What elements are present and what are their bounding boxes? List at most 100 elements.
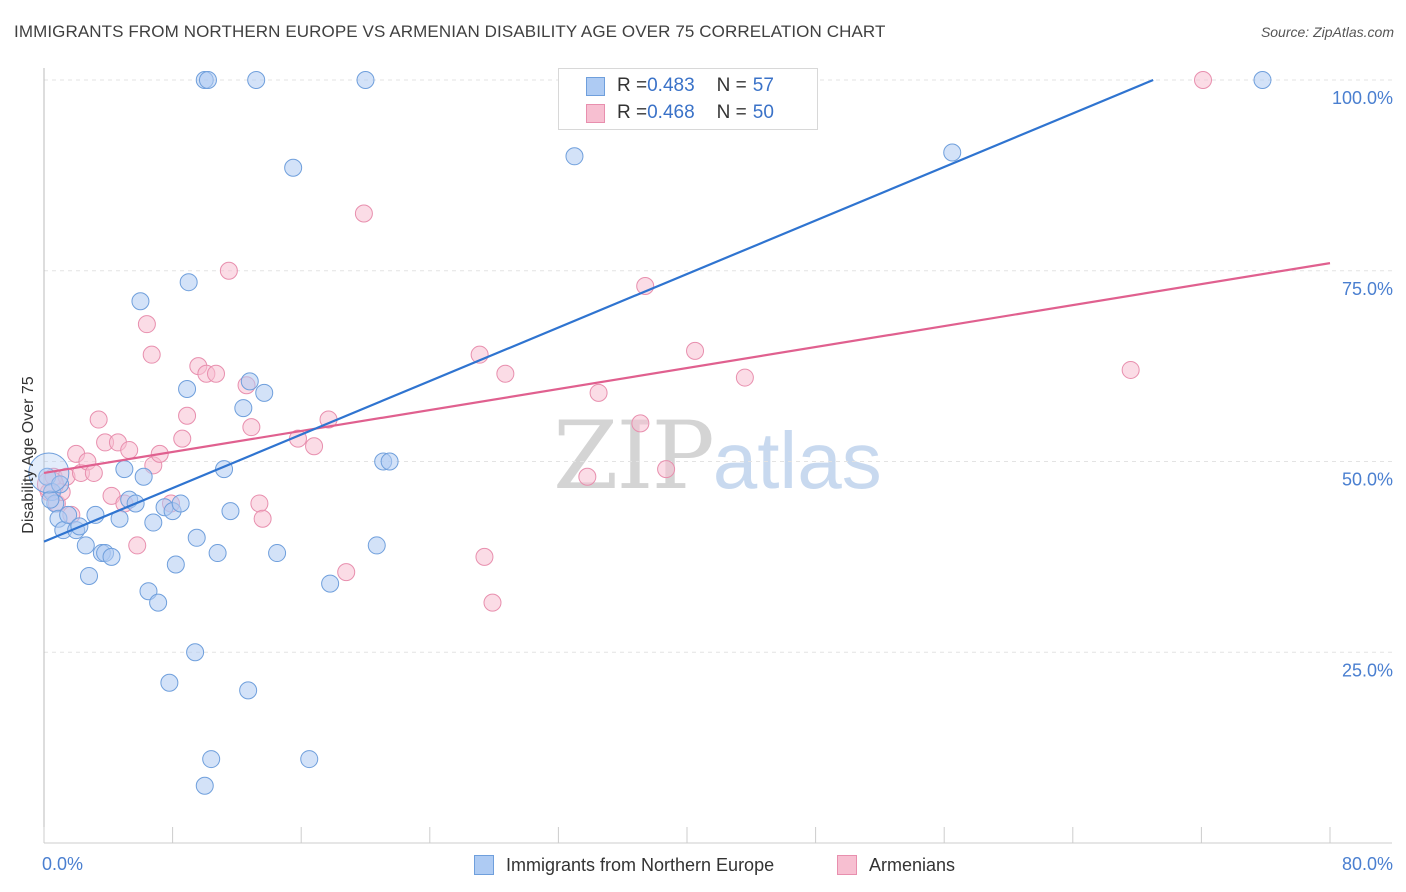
data-point-northern-europe — [356, 71, 375, 89]
legend-label-northern-europe: Immigrants from Northern Europe — [506, 854, 775, 875]
data-point-northern-europe — [268, 544, 287, 563]
legend-label-armenians: Armenians — [869, 854, 956, 875]
legend-r-value: 0.468 — [647, 102, 695, 123]
data-point-northern-europe — [234, 399, 253, 418]
chart-title: IMMIGRANTS FROM NORTHERN EUROPE VS ARMEN… — [14, 22, 886, 41]
data-point-northern-europe — [59, 505, 78, 524]
data-point-northern-europe — [221, 502, 240, 521]
data-point-northern-europe — [149, 593, 168, 612]
data-point-armenians — [686, 341, 705, 360]
data-point-armenians — [735, 368, 754, 387]
data-point-armenians — [1121, 360, 1140, 379]
data-point-northern-europe — [195, 776, 214, 795]
data-point-northern-europe — [300, 750, 319, 769]
data-point-armenians — [631, 414, 650, 433]
data-point-northern-europe — [239, 681, 258, 700]
data-point-northern-europe — [76, 536, 95, 555]
x-tick-label: 0.0% — [42, 854, 83, 874]
data-point-armenians — [128, 536, 147, 555]
data-point-northern-europe — [102, 547, 121, 566]
data-point-northern-europe — [115, 460, 134, 479]
data-point-northern-europe — [247, 71, 266, 89]
legend-r-label: R = — [617, 102, 648, 123]
y-tick-label: 100.0% — [1332, 88, 1393, 108]
data-point-armenians — [657, 460, 676, 479]
data-point-northern-europe — [171, 494, 190, 513]
data-point-armenians — [142, 345, 161, 364]
data-point-armenians — [1194, 71, 1213, 89]
tick-labels: 25.0% 50.0% 75.0% 100.0% 0.0% 80.0% Disability… — [20, 88, 1393, 874]
data-point-armenians — [250, 494, 269, 513]
data-point-northern-europe — [202, 750, 221, 769]
legend-n-label: N = — [716, 75, 747, 96]
data-point-northern-europe — [80, 566, 99, 585]
y-tick-label: 50.0% — [1342, 470, 1393, 490]
axes — [43, 68, 1392, 844]
armenians-points — [36, 71, 1213, 612]
data-point-northern-europe — [255, 383, 274, 402]
series-legend: Immigrants from Northern Europe Armenian… — [0, 851, 1406, 879]
data-point-northern-europe — [565, 147, 584, 166]
data-point-armenians — [253, 509, 272, 528]
data-point-armenians — [219, 261, 238, 280]
data-point-armenians — [354, 204, 373, 223]
data-point-northern-europe — [1253, 71, 1272, 89]
legend-swatch-pink — [586, 103, 605, 123]
data-point-armenians — [242, 418, 261, 437]
data-point-northern-europe — [240, 372, 259, 391]
data-point-northern-europe — [198, 71, 217, 89]
stats-legend: R = 0.483 N = 57 R = 0.468 N = 50 — [558, 68, 818, 130]
data-point-armenians — [137, 315, 156, 334]
data-point-armenians — [337, 563, 356, 582]
y-tick-label: 75.0% — [1342, 279, 1393, 299]
data-point-armenians — [207, 364, 226, 383]
trend-line-northern-europe — [43, 78, 1154, 543]
data-point-northern-europe — [166, 555, 185, 574]
legend-row-armenians: R = 0.468 N = 50 — [559, 100, 774, 126]
data-point-armenians — [178, 406, 197, 425]
data-point-northern-europe — [131, 292, 150, 311]
data-point-northern-europe — [208, 544, 227, 563]
legend-swatch-blue — [474, 855, 494, 875]
legend-r-label: R = — [617, 75, 648, 96]
data-point-northern-europe — [186, 643, 205, 662]
data-point-armenians — [305, 437, 324, 456]
legend-swatch-blue — [586, 76, 605, 96]
legend-item-armenians[interactable]: Armenians — [837, 851, 955, 879]
data-point-armenians — [496, 364, 515, 383]
x-tick-label: 80.0% — [1342, 854, 1393, 874]
legend-r-value: 0.483 — [647, 75, 695, 96]
data-point-northern-europe — [51, 475, 70, 494]
y-axis-title: Disability Age Over 75 — [20, 376, 37, 534]
data-point-northern-europe — [144, 513, 163, 532]
data-point-northern-europe — [134, 467, 153, 486]
data-point-northern-europe — [41, 490, 60, 509]
legend-swatch-pink — [837, 855, 857, 875]
data-point-armenians — [120, 441, 139, 460]
data-point-northern-europe — [380, 452, 399, 471]
legend-n-value: 50 — [752, 102, 774, 123]
data-point-northern-europe — [943, 143, 962, 162]
y-tick-label: 25.0% — [1342, 660, 1393, 680]
legend-n-value: 57 — [752, 75, 774, 96]
data-point-northern-europe — [160, 673, 179, 692]
grid-lines — [44, 79, 1392, 653]
data-point-armenians — [483, 593, 502, 612]
legend-row-northern-europe: R = 0.483 N = 57 — [559, 73, 774, 99]
trend-line-armenians — [43, 262, 1331, 475]
data-point-armenians — [589, 383, 608, 402]
data-point-northern-europe — [367, 536, 386, 555]
legend-n-label: N = — [716, 102, 747, 123]
data-point-northern-europe — [179, 273, 198, 292]
data-point-armenians — [578, 467, 597, 486]
data-point-northern-europe — [321, 574, 340, 593]
data-point-northern-europe — [284, 158, 303, 177]
trend-lines — [43, 78, 1331, 543]
data-point-armenians — [475, 547, 494, 566]
data-point-northern-europe — [187, 528, 206, 547]
northern-europe-points — [28, 71, 1272, 795]
legend-item-northern-europe[interactable]: Immigrants from Northern Europe — [474, 851, 774, 879]
source-credit: Source: ZipAtlas.com — [1260, 24, 1394, 40]
data-point-armenians — [89, 410, 108, 429]
